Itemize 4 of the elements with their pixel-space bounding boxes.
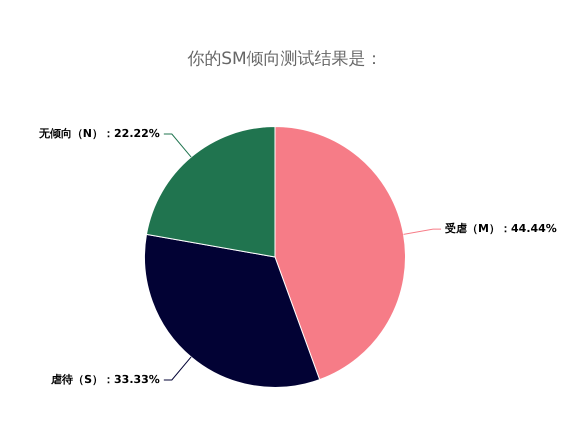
slice-label: 受虐（M）：44.44% [444, 222, 557, 235]
slice-label: 无倾向（N）：22.22% [38, 126, 160, 140]
slice-label: 虐待（S）：33.33% [50, 372, 160, 386]
chart-title: 你的SM倾向测试结果是： [186, 48, 384, 70]
